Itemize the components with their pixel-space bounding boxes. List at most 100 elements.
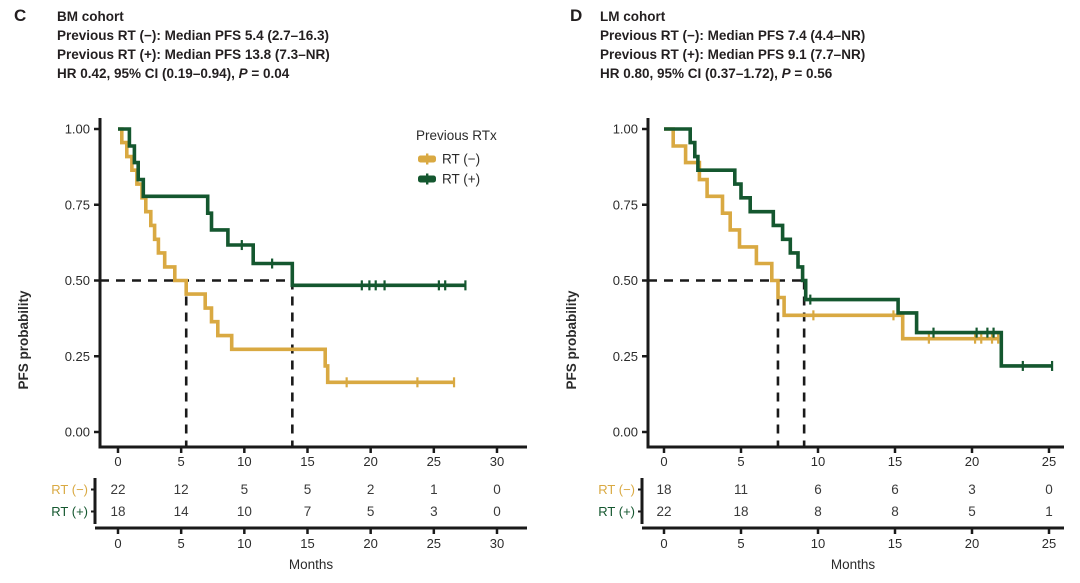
risk-x-tick-label: 25 — [427, 536, 441, 551]
panel-c-cohort-title: BM cohort — [57, 9, 124, 24]
risk-count: 5 — [304, 482, 312, 497]
legend-censor-icon — [426, 173, 429, 185]
panel-c-header: BM cohort Previous RT (−): Median PFS 5.… — [57, 7, 330, 83]
x-tick-label: 10 — [237, 454, 251, 469]
y-axis-title: PFS probability — [16, 290, 31, 390]
legend-title: Previous RTx — [416, 128, 497, 143]
panel-c-median-rt-pos: Previous RT (+): Median PFS 13.8 (7.3–NR… — [57, 47, 330, 62]
risk-count: 18 — [656, 482, 671, 497]
x-tick-label: 20 — [965, 454, 979, 469]
risk-count: 3 — [430, 504, 438, 519]
risk-x-tick-label: 10 — [811, 536, 825, 551]
risk-count: 10 — [237, 504, 252, 519]
x-tick-label: 0 — [660, 454, 667, 469]
p-value: = 0.04 — [247, 66, 290, 81]
km-curve-rt-neg — [118, 127, 454, 385]
legend-label: RT (−) — [442, 152, 480, 167]
panel-d-median-rt-pos: Previous RT (+): Median PFS 9.1 (7.7–NR) — [600, 47, 866, 62]
hr-text: HR 0.42, 95% CI (0.19–0.94), — [57, 66, 239, 81]
risk-count: 5 — [241, 482, 249, 497]
x-tick-label: 5 — [178, 454, 185, 469]
risk-count: 5 — [968, 504, 976, 519]
months-label: Months — [289, 557, 334, 572]
risk-count: 1 — [1045, 504, 1053, 519]
risk-row-label: RT (−) — [51, 482, 88, 497]
x-tick-label: 30 — [490, 454, 504, 469]
risk-x-tick-label: 30 — [490, 536, 504, 551]
panel-d-median-rt-neg: Previous RT (−): Median PFS 7.4 (4.4–NR) — [600, 28, 866, 43]
x-tick-label: 0 — [114, 454, 121, 469]
panel-d-letter: D — [570, 6, 583, 25]
risk-count: 11 — [734, 482, 748, 497]
risk-count: 0 — [1045, 482, 1053, 497]
y-tick-label: 0.25 — [613, 349, 638, 364]
y-tick-label: 0.50 — [613, 273, 638, 288]
risk-count: 0 — [493, 482, 501, 497]
risk-count: 0 — [493, 504, 501, 519]
risk-count: 22 — [656, 504, 671, 519]
panel-d-header: LM cohort Previous RT (−): Median PFS 7.… — [600, 7, 865, 83]
risk-x-tick-label: 0 — [660, 536, 667, 551]
panel-d-hr-line: HR 0.80, 95% CI (0.37–1.72), P = 0.56 — [600, 64, 865, 83]
p-value: = 0.56 — [790, 66, 833, 81]
km-curve-rt-pos — [118, 127, 466, 288]
risk-x-tick-label: 15 — [888, 536, 902, 551]
p-symbol: P — [238, 66, 248, 81]
y-tick-label: 0.00 — [65, 425, 90, 440]
risk-count: 1 — [430, 482, 438, 497]
risk-count: 8 — [891, 504, 899, 519]
risk-count: 18 — [733, 504, 748, 519]
risk-count: 7 — [304, 504, 312, 519]
risk-count: 18 — [110, 504, 125, 519]
x-tick-label: 10 — [811, 454, 825, 469]
y-tick-label: 0.00 — [613, 425, 638, 440]
x-tick-label: 15 — [888, 454, 902, 469]
panel-c-hr-line: HR 0.42, 95% CI (0.19–0.94), P = 0.04 — [57, 64, 330, 83]
risk-x-tick-label: 0 — [114, 536, 121, 551]
risk-row-label: RT (+) — [598, 504, 635, 519]
risk-x-tick-label: 5 — [178, 536, 185, 551]
risk-row-label: RT (+) — [51, 504, 88, 519]
risk-x-tick-label: 5 — [737, 536, 744, 551]
y-tick-label: 0.75 — [65, 197, 90, 212]
risk-count: 22 — [110, 482, 125, 497]
risk-count: 2 — [367, 482, 375, 497]
x-tick-label: 25 — [427, 454, 441, 469]
x-tick-label: 5 — [737, 454, 744, 469]
x-tick-label: 25 — [1042, 454, 1056, 469]
risk-count: 12 — [174, 482, 189, 497]
risk-row-label: RT (−) — [598, 482, 635, 497]
y-axis-title: PFS probability — [564, 290, 579, 390]
y-tick-label: 1.00 — [613, 122, 638, 137]
legend-label: RT (+) — [442, 172, 480, 187]
risk-count: 8 — [814, 504, 822, 519]
risk-count: 6 — [814, 482, 822, 497]
risk-count: 3 — [968, 482, 976, 497]
km-curve-rt-neg — [664, 127, 999, 341]
panel-c-median-rt-neg: Previous RT (−): Median PFS 5.4 (2.7–16.… — [57, 28, 329, 43]
risk-count: 5 — [367, 504, 375, 519]
risk-x-tick-label: 10 — [237, 536, 251, 551]
risk-x-tick-label: 20 — [363, 536, 377, 551]
risk-count: 6 — [891, 482, 899, 497]
risk-x-tick-label: 15 — [300, 536, 314, 551]
km-curve-rt-pos — [664, 127, 1053, 368]
risk-count: 14 — [174, 504, 190, 519]
y-tick-label: 0.50 — [65, 273, 90, 288]
legend-censor-icon — [426, 153, 429, 165]
risk-x-tick-label: 20 — [965, 536, 979, 551]
x-tick-label: 15 — [300, 454, 314, 469]
y-tick-label: 0.25 — [65, 349, 90, 364]
y-tick-label: 0.75 — [613, 197, 638, 212]
months-label: Months — [831, 557, 876, 572]
x-tick-label: 20 — [363, 454, 377, 469]
p-symbol: P — [781, 66, 791, 81]
y-tick-label: 1.00 — [65, 122, 90, 137]
hr-text: HR 0.80, 95% CI (0.37–1.72), — [600, 66, 782, 81]
panel-d-cohort-title: LM cohort — [600, 9, 666, 24]
risk-x-tick-label: 25 — [1042, 536, 1056, 551]
panel-c-letter: C — [14, 6, 27, 25]
